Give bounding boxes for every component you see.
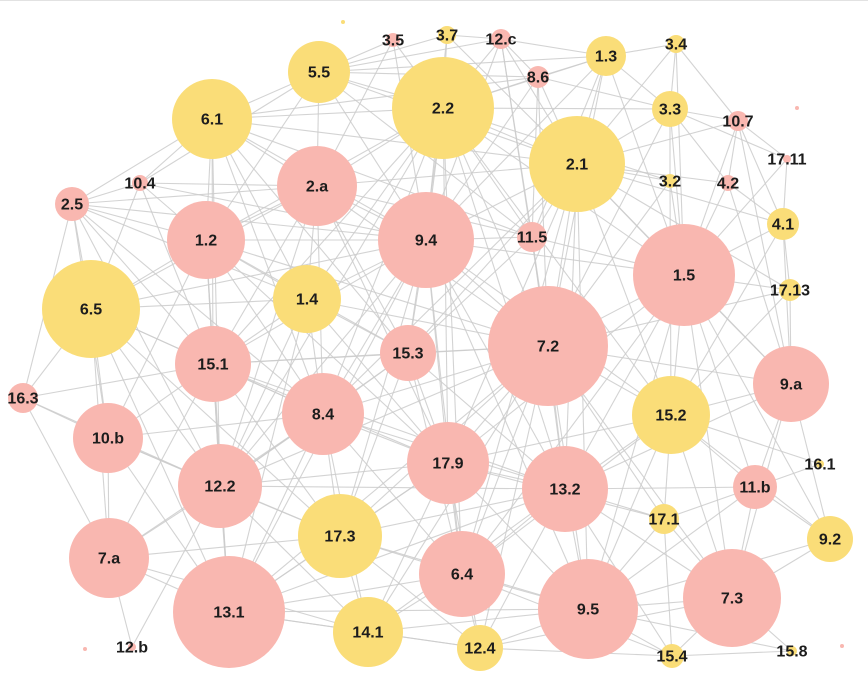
graph-node-3.4[interactable]	[667, 35, 685, 53]
graph-node-10.4[interactable]	[132, 175, 148, 191]
graph-node-15.2[interactable]	[632, 376, 710, 454]
graph-edge	[219, 485, 566, 490]
graph-node-4.1[interactable]	[767, 208, 799, 240]
graph-node-dot[interactable]	[840, 644, 844, 648]
graph-edge	[727, 120, 739, 184]
graph-node-9.a[interactable]	[753, 346, 829, 422]
graph-node-1.5[interactable]	[633, 224, 735, 326]
graph-node-12.4[interactable]	[457, 625, 503, 671]
graph-node-17.13[interactable]	[779, 279, 801, 301]
graph-edge	[219, 185, 318, 487]
graph-node-15.1[interactable]	[175, 326, 251, 402]
graph-edge	[211, 118, 324, 415]
graph-edge	[737, 120, 792, 385]
graph-node-dot[interactable]	[795, 106, 799, 110]
graph-node-12.2[interactable]	[178, 444, 262, 528]
graph-node-10.7[interactable]	[728, 111, 748, 131]
graph-node-3.3[interactable]	[652, 91, 688, 127]
graph-node-10.b[interactable]	[73, 403, 143, 473]
graph-node-4.2[interactable]	[720, 175, 736, 191]
graph-node-2.1[interactable]	[529, 116, 625, 212]
graph-edge	[316, 185, 449, 464]
graph-node-11.b[interactable]	[733, 465, 777, 509]
graph-node-5.5[interactable]	[288, 41, 350, 103]
graph-node-9.4[interactable]	[378, 192, 474, 288]
graph-edge	[737, 120, 784, 225]
graph-edge	[211, 118, 409, 354]
graph-edge	[71, 203, 221, 487]
graph-node-15.8[interactable]	[787, 646, 797, 656]
graph-edge	[212, 363, 566, 490]
graph-edge	[219, 239, 427, 487]
graph-node-1.4[interactable]	[273, 265, 341, 333]
graph-node-9.5[interactable]	[538, 559, 638, 659]
graph-edge	[537, 76, 671, 110]
graph-edge	[461, 274, 685, 575]
graph-node-2.5[interactable]	[55, 187, 89, 221]
graph-node-14.1[interactable]	[333, 597, 403, 667]
graph-node-17.3[interactable]	[298, 494, 382, 578]
graph-node-3.2[interactable]	[663, 174, 677, 188]
graph-edge	[139, 182, 427, 241]
graph-edge	[90, 308, 341, 537]
graph-node-6.1[interactable]	[172, 79, 252, 159]
graph-node-3.7[interactable]	[438, 26, 456, 44]
graph-edge	[663, 518, 673, 657]
graph-edge	[442, 107, 566, 490]
graph-edge	[211, 118, 533, 238]
graph-edge	[442, 107, 672, 416]
graph-node-1.2[interactable]	[167, 201, 245, 279]
nodes-layer	[8, 20, 853, 671]
graph-node-16.1[interactable]	[816, 460, 824, 468]
graph-node-16.3[interactable]	[8, 383, 38, 413]
graph-node-dot[interactable]	[341, 20, 345, 24]
graph-node-7.2[interactable]	[488, 286, 608, 406]
graph-node-3.5[interactable]	[386, 33, 400, 47]
graph-node-17.9[interactable]	[407, 422, 489, 504]
graph-node-17.1[interactable]	[649, 504, 679, 534]
graph-edge	[212, 107, 444, 365]
graph-edge	[211, 118, 578, 165]
graph-edge	[71, 185, 318, 205]
graph-node-12.b[interactable]	[128, 643, 136, 651]
graph-node-15.3[interactable]	[380, 325, 436, 381]
graph-node-6.4[interactable]	[419, 531, 505, 617]
graph-node-dot[interactable]	[83, 647, 87, 651]
graph-node-7.a[interactable]	[69, 518, 149, 598]
graph-edge	[675, 43, 739, 122]
graph-node-9.2[interactable]	[807, 516, 853, 562]
graph-edge	[671, 650, 793, 657]
graph-node-12.c[interactable]	[491, 29, 511, 49]
graph-node-8.6[interactable]	[527, 66, 549, 88]
graph-edge	[407, 236, 533, 354]
graph-node-11.5[interactable]	[517, 222, 547, 252]
graph-edge	[228, 345, 549, 613]
graph-edge	[90, 239, 427, 310]
graph-node-15.4[interactable]	[660, 644, 684, 668]
graph-edge	[228, 488, 566, 613]
graph-node-6.5[interactable]	[42, 260, 140, 358]
graph-node-8.4[interactable]	[282, 373, 364, 455]
graph-node-2.a[interactable]	[277, 146, 357, 226]
graph-edge	[425, 239, 589, 610]
graph-node-13.2[interactable]	[522, 446, 608, 532]
graph-node-1.3[interactable]	[586, 36, 626, 76]
graph-edge	[425, 239, 463, 575]
graph-node-13.1[interactable]	[173, 556, 285, 668]
graph-edge	[71, 203, 324, 415]
graph-edge	[228, 608, 589, 613]
graph-edge	[322, 163, 578, 415]
graph-edge	[71, 203, 427, 241]
graph-edge	[737, 120, 788, 160]
graph-edge	[683, 274, 733, 599]
graph-edge	[669, 108, 788, 160]
graph-node-17.11[interactable]	[783, 155, 791, 163]
graph-node-7.3[interactable]	[683, 549, 781, 647]
graph-node-2.2[interactable]	[392, 57, 494, 159]
